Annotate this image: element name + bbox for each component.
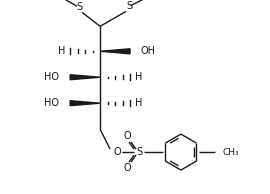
Polygon shape bbox=[70, 101, 100, 106]
Text: H: H bbox=[58, 46, 65, 56]
Text: HO: HO bbox=[44, 72, 59, 82]
Text: H: H bbox=[135, 98, 142, 108]
Polygon shape bbox=[100, 49, 130, 54]
Text: S: S bbox=[76, 2, 82, 12]
Text: CH₃: CH₃ bbox=[223, 148, 239, 157]
Text: O: O bbox=[123, 131, 131, 141]
Text: OH: OH bbox=[141, 46, 156, 56]
Text: O: O bbox=[113, 147, 121, 157]
Polygon shape bbox=[70, 75, 100, 80]
Text: S: S bbox=[126, 1, 132, 11]
Text: HO: HO bbox=[44, 98, 59, 108]
Text: O: O bbox=[123, 163, 131, 173]
Text: H: H bbox=[135, 72, 142, 82]
Text: S: S bbox=[136, 147, 142, 157]
